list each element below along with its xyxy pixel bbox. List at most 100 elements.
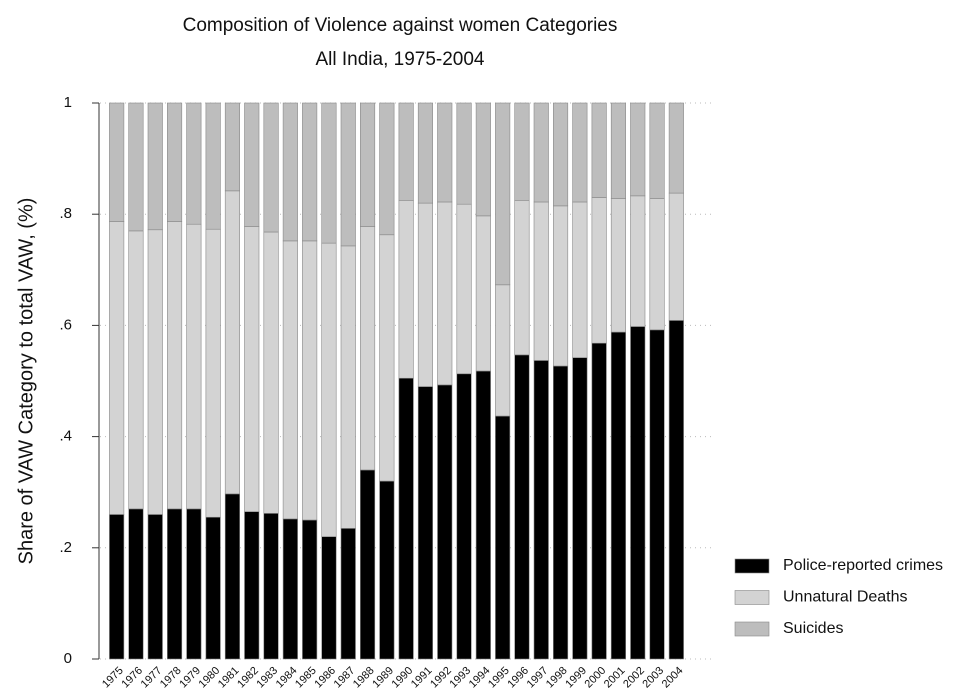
x-tick-label: 2000 <box>583 665 609 691</box>
x-tick-label: 1997 <box>525 665 551 691</box>
bar-segment <box>340 102 356 247</box>
x-tick-label: 1998 <box>544 665 570 691</box>
y-tick-label: 0 <box>64 650 72 667</box>
bar-segment <box>630 195 646 327</box>
y-axis-label: Share of VAW Category to total VAW, (%) <box>15 198 37 565</box>
bar-segment <box>147 514 163 660</box>
bar-segment <box>591 197 607 344</box>
bar-segment <box>263 231 279 514</box>
bar-segment <box>552 102 569 207</box>
x-tick-label: 1985 <box>293 665 319 691</box>
legend-label: Police-reported crimes <box>783 557 943 574</box>
bar-segment <box>379 480 395 660</box>
x-tick-label: 1978 <box>158 665 184 691</box>
chart-subtitle: All India, 1975-2004 <box>315 49 484 70</box>
bar-segment <box>514 200 530 356</box>
bar-segment <box>186 102 202 225</box>
x-tick-label: 2003 <box>640 665 666 691</box>
x-tick-label: 1992 <box>428 665 454 691</box>
y-tick-label: .8 <box>59 205 72 222</box>
x-tick-label: 1975 <box>100 665 126 691</box>
bar-segment <box>186 508 202 660</box>
x-tick-label: 1999 <box>563 665 589 691</box>
bar-segment <box>224 493 240 660</box>
bar-segment <box>591 342 607 660</box>
bar-segment <box>263 102 279 233</box>
bar-segment <box>475 215 491 372</box>
y-tick-label: 1 <box>64 94 72 111</box>
x-tick-label: 1993 <box>447 665 473 691</box>
x-tick-label: 2004 <box>660 665 686 691</box>
bar-segment <box>417 386 434 660</box>
bar-segment <box>282 240 298 520</box>
y-tick-label: .6 <box>59 316 72 333</box>
bar-segment <box>109 514 125 660</box>
chart-title: Composition of Violence against women Ca… <box>183 15 618 36</box>
bar-segment <box>649 102 665 199</box>
bar-segment <box>244 511 260 660</box>
x-tick-label: 1984 <box>274 665 300 691</box>
bar-segment <box>495 415 511 660</box>
bar-segment <box>572 201 588 358</box>
bar-segment <box>379 234 395 482</box>
bar-segment <box>147 102 163 231</box>
bar-segment <box>224 102 240 192</box>
legend-swatch <box>734 590 770 605</box>
bar-segment <box>398 102 414 201</box>
x-tick-label: 1987 <box>332 665 358 691</box>
bar-segment <box>668 102 684 194</box>
bar-segment <box>572 102 588 203</box>
bar-segment <box>359 226 376 471</box>
bar-segment <box>186 223 202 510</box>
bar-segment <box>630 326 646 660</box>
bar-segment <box>456 373 472 660</box>
bar-segment <box>321 242 337 537</box>
y-tick-label: .2 <box>59 539 72 556</box>
legend-swatch <box>734 621 770 637</box>
x-tick-label: 1977 <box>139 665 165 691</box>
bar-segment <box>668 192 684 321</box>
x-tick-label: 1989 <box>370 665 396 691</box>
bar-segment <box>417 102 434 204</box>
x-tick-label: 1995 <box>486 665 512 691</box>
x-tick-label: 1980 <box>197 665 223 691</box>
bar-segment <box>302 102 318 242</box>
bar-segment <box>649 329 665 660</box>
bar-segment <box>552 365 569 660</box>
bar-segment <box>437 201 453 386</box>
bar-segment <box>340 245 356 529</box>
x-tick-label: 1983 <box>254 665 280 691</box>
bar-segment <box>514 354 530 660</box>
x-tick-label: 1979 <box>177 665 203 691</box>
bar-segment <box>572 357 588 660</box>
y-tick-label: .4 <box>59 428 72 445</box>
x-tick-label: 1982 <box>235 665 261 691</box>
x-tick-label: 1986 <box>312 665 338 691</box>
bar-segment <box>205 102 221 230</box>
x-tick-label: 1981 <box>216 665 242 691</box>
bar-segment <box>437 384 453 660</box>
bar-segment <box>244 102 260 227</box>
bar-segment <box>128 508 144 660</box>
bar-segment <box>610 198 627 333</box>
bar-segment <box>302 240 318 521</box>
legend-label: Unnatural Deaths <box>783 589 908 606</box>
bar-segment <box>495 102 511 286</box>
bar-segment <box>533 360 549 660</box>
bar-segment <box>282 518 298 660</box>
x-tick-label: 1976 <box>119 665 145 691</box>
bar-segment <box>340 528 356 660</box>
bar-segment <box>205 228 221 518</box>
bar-segment <box>359 469 376 660</box>
bar-segment <box>282 102 298 242</box>
bar-segment <box>398 200 414 379</box>
bar-segment <box>630 102 646 197</box>
bar-segment <box>398 377 414 660</box>
bar-segment <box>533 201 549 361</box>
bar-segment <box>128 230 144 510</box>
x-tick-label: 1988 <box>351 665 377 691</box>
x-tick-label: 1991 <box>409 665 435 691</box>
bar-segment <box>302 519 318 660</box>
